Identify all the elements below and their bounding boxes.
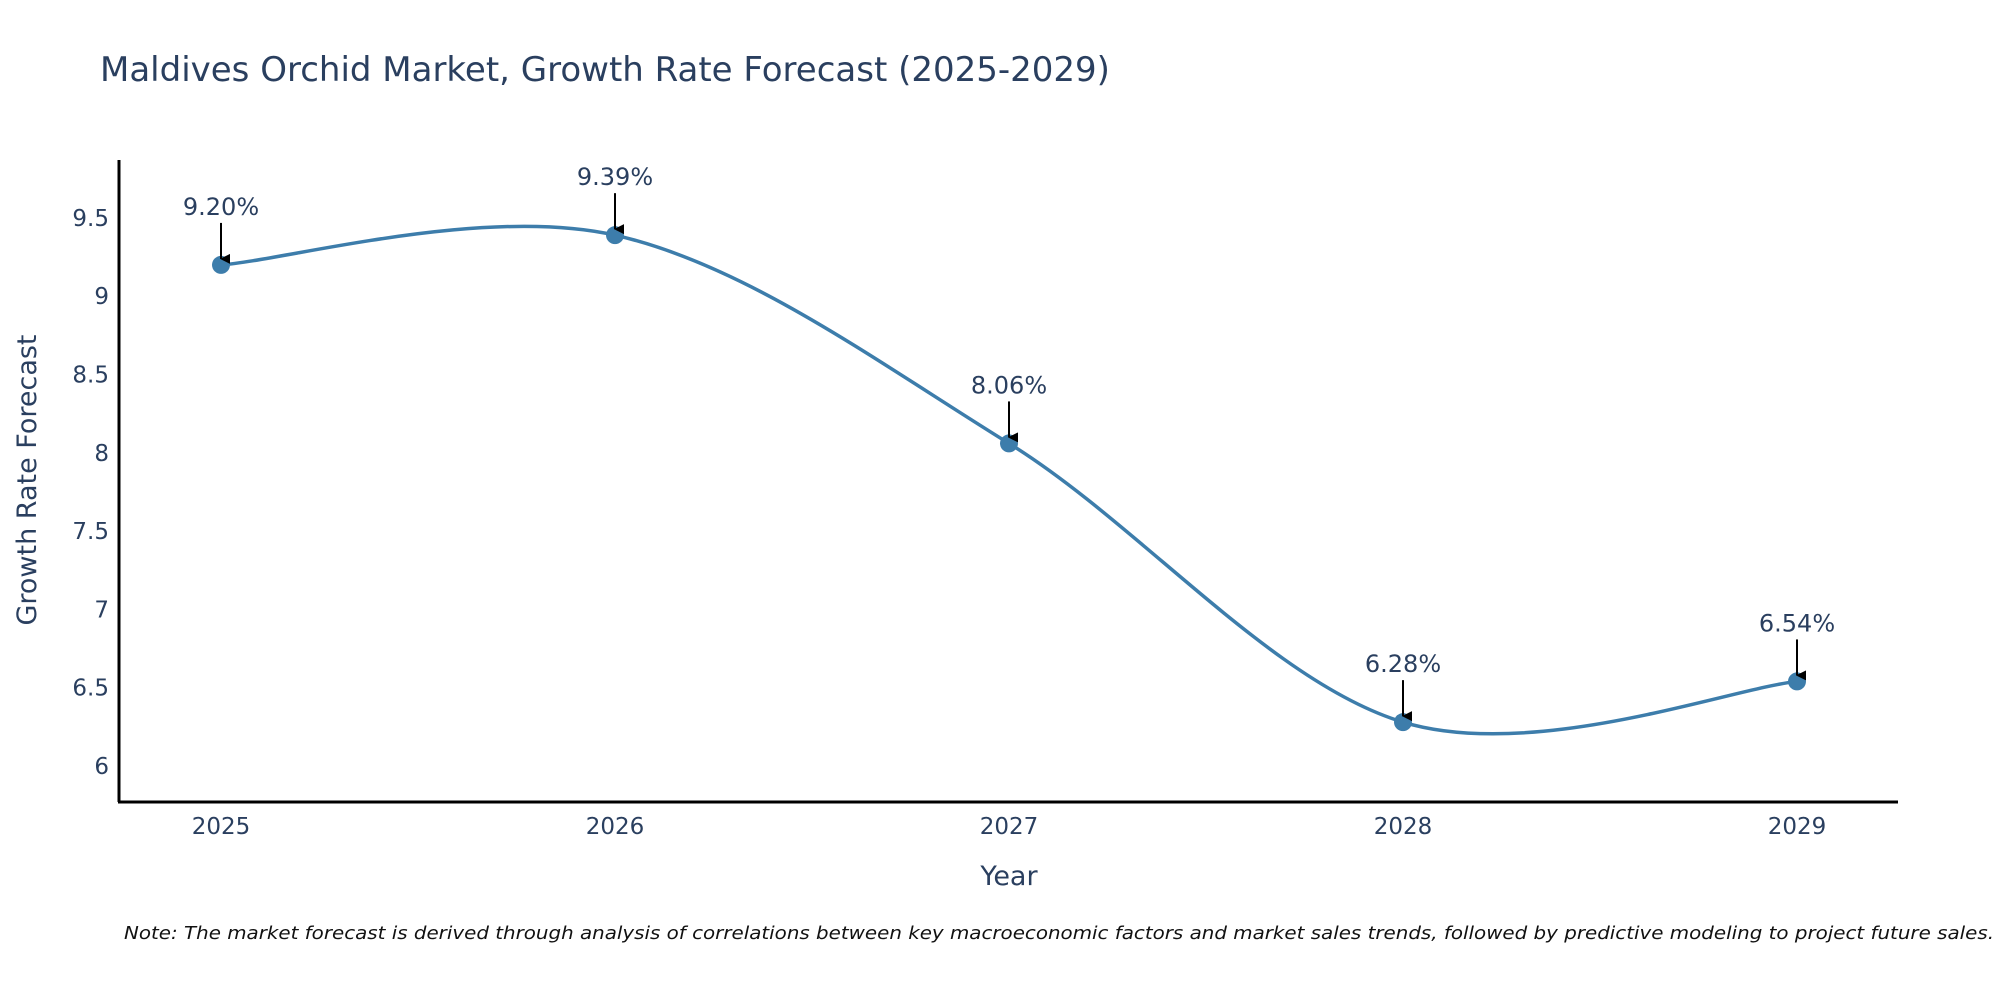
x-tick-label: 2026 xyxy=(586,814,645,840)
data-label: 6.54% xyxy=(1759,609,1835,637)
y-tick-label: 7.5 xyxy=(72,519,109,545)
y-tick-label: 9 xyxy=(94,284,109,310)
y-tick-label: 7 xyxy=(94,597,109,623)
data-label: 8.06% xyxy=(971,371,1047,399)
footnote: Note: The market forecast is derived thr… xyxy=(124,923,1994,944)
chart-title: Maldives Orchid Market, Growth Rate Fore… xyxy=(100,50,1110,90)
x-tick-label: 2027 xyxy=(980,814,1039,840)
data-label: 9.20% xyxy=(183,193,259,221)
x-tick-label: 2028 xyxy=(1374,814,1433,840)
x-axis-ticks: 2025 2026 2027 2028 2029 xyxy=(192,814,1827,840)
y-axis-title: Growth Rate Forecast xyxy=(12,334,43,625)
y-tick-label: 8 xyxy=(94,441,109,467)
x-tick-label: 2029 xyxy=(1768,814,1827,840)
series-line xyxy=(220,224,1798,736)
y-tick-label: 8.5 xyxy=(72,363,109,389)
x-tick-label: 2025 xyxy=(192,814,251,840)
data-label: 9.39% xyxy=(577,163,653,191)
x-axis-title: Year xyxy=(979,861,1038,892)
y-tick-label: 9.5 xyxy=(72,206,109,232)
y-tick-label: 6.5 xyxy=(72,676,109,702)
y-tick-label: 6 xyxy=(94,754,109,780)
plot-area: 9.20% 9.39% 8.06% 6.28% 6.54% xyxy=(183,163,1835,736)
data-label: 6.28% xyxy=(1365,650,1441,678)
y-axis-ticks: 6 6.5 7 7.5 8 8.5 9 9.5 xyxy=(72,206,109,780)
